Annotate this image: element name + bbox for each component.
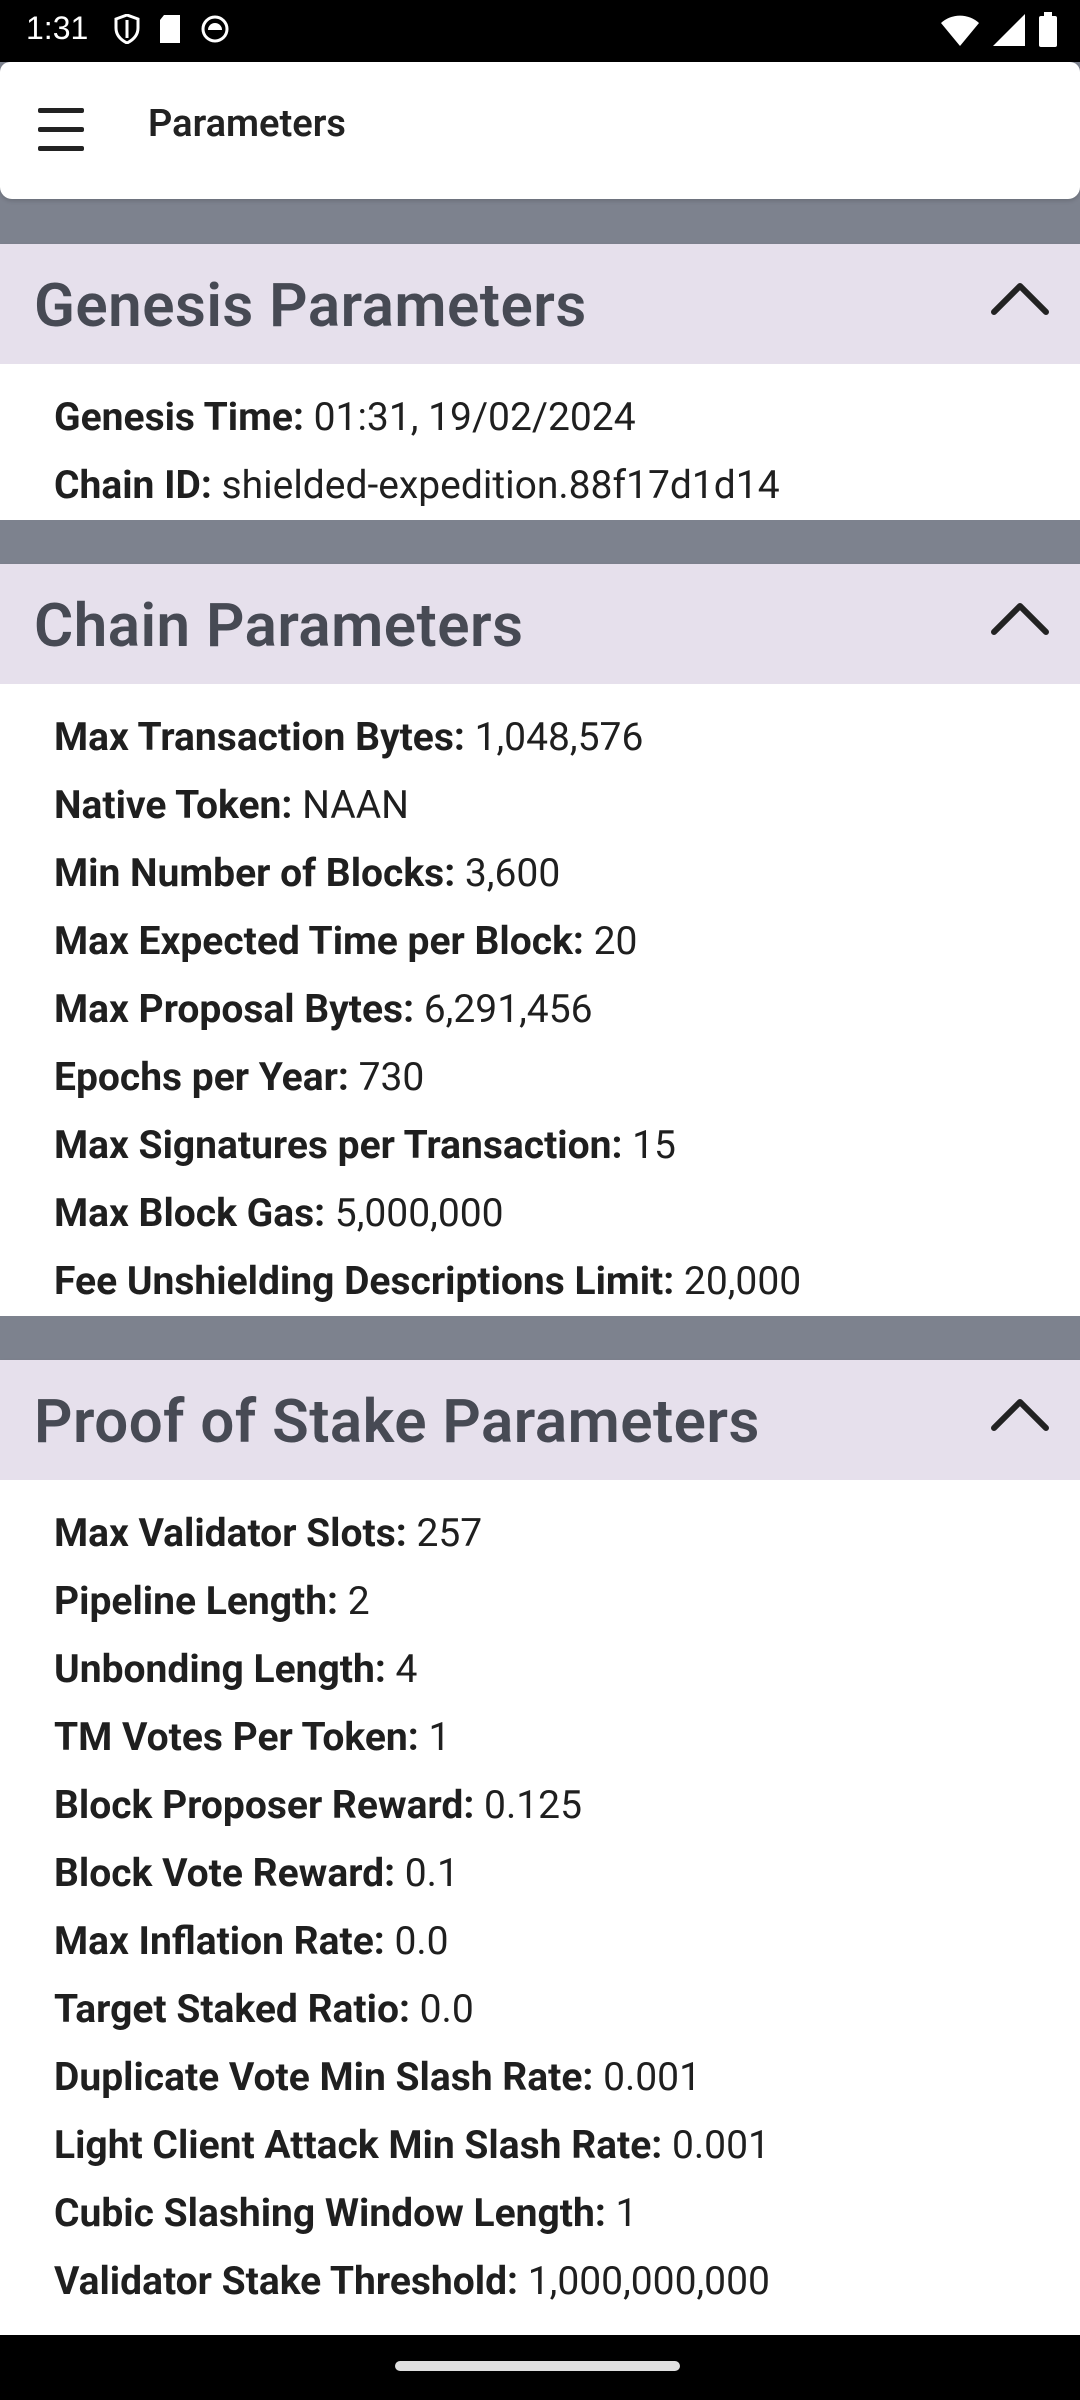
battery-icon: [1039, 12, 1057, 47]
status-bar: 1:31: [0, 0, 1080, 62]
param-row: Validator Stake Threshold: 1,000,000,000: [54, 2258, 770, 2304]
param-row: Pipeline Length: 2: [54, 1578, 370, 1624]
genesis-section-body: Genesis Time: 01:31, 19/02/2024 Chain ID…: [0, 364, 1080, 520]
param-row: Block Proposer Reward: 0.125: [54, 1782, 583, 1828]
sd-card-icon: [160, 15, 180, 43]
param-row: Max Inflation Rate: 0.0: [54, 1918, 449, 1964]
param-row: Max Proposal Bytes: 6,291,456: [54, 986, 593, 1032]
wifi-icon: [941, 15, 979, 46]
chain-section-title: Chain Parameters: [34, 590, 524, 661]
param-row: Min Number of Blocks: 3,600: [54, 850, 561, 896]
param-row: TM Votes Per Token: 1: [54, 1714, 451, 1760]
param-row: Genesis Time: 01:31, 19/02/2024: [54, 394, 636, 440]
status-time: 1:31: [26, 10, 89, 46]
param-row: Epochs per Year: 730: [54, 1054, 425, 1100]
param-row: Max Signatures per Transaction: 15: [54, 1122, 676, 1168]
param-row: Fee Unshielding Descriptions Limit: 20,0…: [54, 1258, 802, 1304]
chevron-up-icon[interactable]: [990, 278, 1050, 318]
pos-section-title: Proof of Stake Parameters: [34, 1386, 760, 1457]
notification-app-icon: [201, 15, 229, 43]
chevron-up-icon[interactable]: [990, 598, 1050, 638]
shield-icon: [114, 14, 140, 44]
page-title: Parameters: [148, 102, 346, 146]
pos-section-body: Max Validator Slots: 257 Pipeline Length…: [0, 1480, 1080, 2340]
home-gesture-handle[interactable]: [395, 2361, 680, 2371]
menu-icon[interactable]: [34, 108, 92, 152]
param-row: Block Vote Reward: 0.1: [54, 1850, 459, 1896]
param-row: Duplicate Vote Min Slash Rate: 0.001: [54, 2054, 702, 2100]
genesis-section-title: Genesis Parameters: [34, 270, 587, 341]
param-row: Cubic Slashing Window Length: 1: [54, 2190, 638, 2236]
param-row: Max Expected Time per Block: 20: [54, 918, 638, 964]
param-row: Max Validator Slots: 257: [54, 1510, 483, 1556]
param-row: Native Token: NAAN: [54, 782, 409, 828]
chevron-up-icon[interactable]: [990, 1394, 1050, 1434]
param-row: Light Client Attack Min Slash Rate: 0.00…: [54, 2122, 770, 2168]
chain-section-body: Max Transaction Bytes: 1,048,576 Native …: [0, 684, 1080, 1316]
param-row: Max Transaction Bytes: 1,048,576: [54, 714, 644, 760]
genesis-section-header[interactable]: Genesis Parameters: [0, 244, 1080, 364]
param-row: Max Block Gas: 5,000,000: [54, 1190, 504, 1236]
chain-section-header[interactable]: Chain Parameters: [0, 564, 1080, 684]
app-bar: Parameters: [0, 62, 1080, 199]
param-row: Unbonding Length: 4: [54, 1646, 418, 1692]
system-nav-bar: [0, 2335, 1080, 2400]
signal-icon: [993, 14, 1025, 46]
param-row: Target Staked Ratio: 0.0: [54, 1986, 474, 2032]
pos-section-header[interactable]: Proof of Stake Parameters: [0, 1360, 1080, 1480]
param-row: Chain ID: shielded-expedition.88f17d1d14: [54, 462, 780, 508]
